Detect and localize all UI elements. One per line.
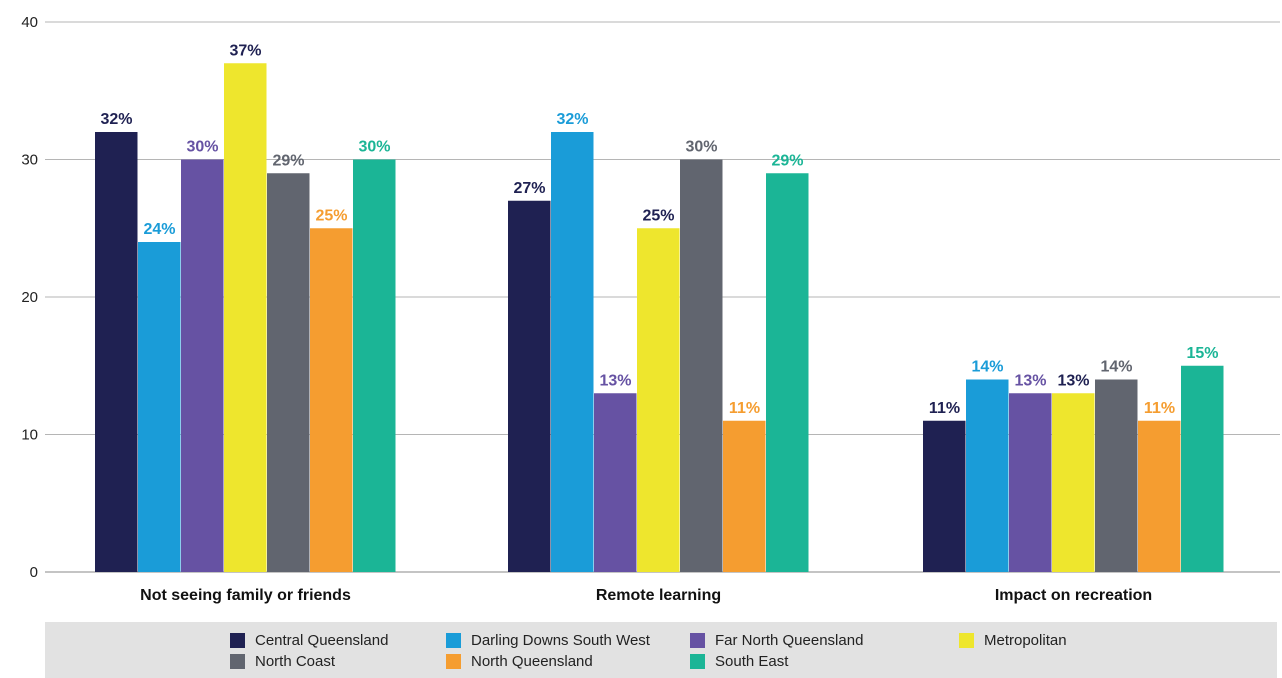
bar — [1009, 393, 1052, 572]
y-axis-ticks: 0 10 20 30 40 — [21, 14, 38, 581]
data-label: 11% — [1144, 400, 1175, 417]
x-category-label: Impact on recreation — [995, 587, 1152, 604]
legend-label: North Coast — [255, 653, 336, 670]
y-tick-label: 20 — [21, 289, 38, 306]
bar — [594, 393, 637, 572]
y-tick-label: 40 — [21, 14, 38, 31]
bar — [353, 159, 396, 572]
legend-swatch — [230, 654, 245, 669]
legend: Central Queensland Darling Downs South W… — [45, 622, 1277, 678]
bar-chart: 0 10 20 30 40 32% 27% 11% 24% 32% 14% 30% 13% 13% 37%… — [21, 14, 1280, 604]
y-tick-label: 30 — [21, 152, 38, 169]
data-label: 11% — [729, 400, 760, 417]
y-tick-label: 0 — [30, 564, 38, 581]
bars — [95, 63, 1224, 572]
data-label: 15% — [1186, 345, 1218, 362]
bar — [224, 63, 267, 572]
data-labels: 32% 27% 11% 24% 32% 14% 30% 13% 13% 37% 25% 13% 29% 3… — [100, 42, 1218, 417]
data-label: 14% — [1100, 359, 1132, 376]
legend-item-north-coast: North Coast — [230, 653, 335, 670]
legend-item-darling-downs-south-west: Darling Downs South West — [446, 632, 650, 649]
data-label: 13% — [599, 372, 631, 389]
legend-swatch — [230, 633, 245, 648]
data-label: 37% — [229, 42, 261, 59]
data-label: 25% — [315, 207, 347, 224]
bar — [95, 132, 138, 572]
data-label: 29% — [771, 152, 803, 169]
bar — [637, 228, 680, 572]
legend-label: Darling Downs South West — [471, 632, 650, 649]
legend-label: North Queensland — [471, 653, 593, 670]
bar — [508, 200, 551, 572]
bar — [1138, 420, 1181, 572]
bar — [766, 173, 809, 572]
legend-swatch — [690, 633, 705, 648]
data-label: 29% — [272, 152, 304, 169]
data-label: 11% — [929, 400, 960, 417]
legend-swatch — [446, 654, 461, 669]
bar — [1052, 393, 1095, 572]
data-label: 24% — [143, 221, 175, 238]
data-label: 25% — [642, 207, 674, 224]
legend-item-far-north-queensland: Far North Queensland — [690, 632, 863, 649]
y-tick-label: 10 — [21, 427, 38, 444]
data-label: 32% — [100, 111, 132, 128]
legend-label: Metropolitan — [984, 632, 1067, 649]
legend-swatch — [690, 654, 705, 669]
data-label: 13% — [1057, 372, 1089, 389]
x-axis-categories: Not seeing family or friends Remote learn… — [140, 587, 1152, 604]
legend-item-south-east: South East — [690, 653, 788, 670]
bar — [267, 173, 310, 572]
data-label: 13% — [1014, 372, 1046, 389]
bar — [138, 242, 181, 572]
legend-label: South East — [715, 653, 789, 670]
bar — [923, 420, 966, 572]
legend-label: Central Queensland — [255, 632, 389, 649]
bar — [723, 420, 766, 572]
x-category-label: Not seeing family or friends — [140, 587, 351, 604]
bar — [310, 228, 353, 572]
bar — [1095, 379, 1138, 572]
bar — [680, 159, 723, 572]
data-label: 32% — [556, 111, 588, 128]
data-label: 30% — [186, 139, 218, 156]
data-label: 14% — [971, 359, 1003, 376]
bar — [1181, 365, 1224, 572]
x-category-label: Remote learning — [596, 587, 721, 604]
legend-label: Far North Queensland — [715, 632, 864, 649]
data-label: 27% — [513, 180, 545, 197]
data-label: 30% — [685, 139, 717, 156]
bar — [551, 132, 594, 572]
bar — [966, 379, 1009, 572]
data-label: 30% — [358, 139, 390, 156]
legend-item-metropolitan: Metropolitan — [959, 632, 1067, 649]
bar — [181, 159, 224, 572]
legend-item-north-queensland: North Queensland — [446, 653, 593, 670]
legend-swatch — [959, 633, 974, 648]
legend-swatch — [446, 633, 461, 648]
legend-item-central-queensland: Central Queensland — [230, 632, 388, 649]
